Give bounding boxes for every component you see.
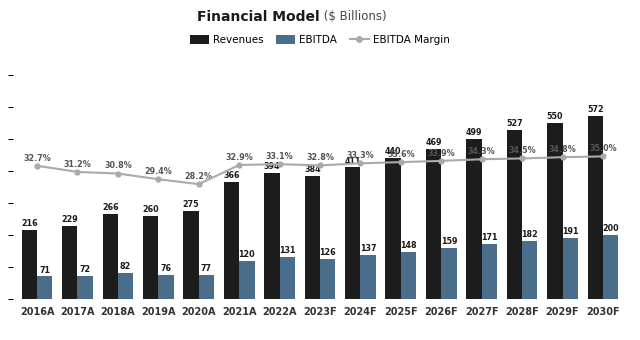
Text: 229: 229 xyxy=(61,215,78,224)
Text: 34.8%: 34.8% xyxy=(548,145,577,154)
Bar xyxy=(158,275,173,299)
Bar xyxy=(118,273,133,299)
Text: 266: 266 xyxy=(102,203,118,212)
Bar xyxy=(62,226,77,299)
Text: 126: 126 xyxy=(319,248,336,257)
Text: 33.3%: 33.3% xyxy=(347,151,374,160)
Bar xyxy=(239,261,255,299)
Text: 71: 71 xyxy=(39,266,50,274)
Text: 33.6%: 33.6% xyxy=(387,150,415,159)
Bar xyxy=(184,211,199,299)
Bar xyxy=(482,244,497,299)
Text: 32.7%: 32.7% xyxy=(23,154,51,163)
Text: 550: 550 xyxy=(547,112,563,121)
Text: 35.0%: 35.0% xyxy=(589,144,617,153)
Text: 30.8%: 30.8% xyxy=(104,161,132,170)
Bar xyxy=(345,167,360,299)
Text: 440: 440 xyxy=(385,147,401,156)
Text: 76: 76 xyxy=(161,264,172,273)
Bar xyxy=(37,276,52,299)
Bar xyxy=(426,149,441,299)
Text: 148: 148 xyxy=(400,241,417,250)
Text: 394: 394 xyxy=(264,162,280,171)
Bar xyxy=(320,259,335,299)
Bar xyxy=(563,238,578,299)
Text: 82: 82 xyxy=(120,262,131,271)
Text: 72: 72 xyxy=(79,265,91,274)
Bar xyxy=(22,230,37,299)
Bar xyxy=(77,276,93,299)
Text: 366: 366 xyxy=(223,171,240,180)
Bar xyxy=(401,252,416,299)
Text: 28.2%: 28.2% xyxy=(185,172,212,181)
Text: 34.5%: 34.5% xyxy=(508,146,536,155)
Bar xyxy=(224,182,239,299)
Text: 572: 572 xyxy=(587,105,604,114)
Text: 191: 191 xyxy=(562,227,579,236)
Text: 411: 411 xyxy=(344,156,361,166)
Bar xyxy=(588,116,603,299)
Bar xyxy=(199,274,214,299)
Bar xyxy=(305,176,320,299)
Text: 260: 260 xyxy=(142,205,159,214)
Bar xyxy=(385,158,401,299)
Text: 469: 469 xyxy=(426,138,442,147)
Text: 137: 137 xyxy=(360,244,376,253)
Bar xyxy=(507,130,522,299)
Text: 216: 216 xyxy=(21,219,38,228)
Bar xyxy=(547,123,563,299)
Text: 34.3%: 34.3% xyxy=(468,147,495,156)
Text: Financial Model: Financial Model xyxy=(197,10,320,24)
Text: 32.9%: 32.9% xyxy=(225,153,253,162)
Text: 29.4%: 29.4% xyxy=(145,167,172,176)
Text: 33.9%: 33.9% xyxy=(428,149,455,158)
Text: 182: 182 xyxy=(522,230,538,239)
Text: 33.1%: 33.1% xyxy=(266,152,293,161)
Text: 31.2%: 31.2% xyxy=(63,160,92,169)
Bar xyxy=(360,255,376,299)
Text: 32.8%: 32.8% xyxy=(306,153,334,162)
Text: 527: 527 xyxy=(506,119,523,128)
Text: 200: 200 xyxy=(602,224,619,233)
Text: ($ Billions): ($ Billions) xyxy=(320,10,387,23)
Text: 77: 77 xyxy=(201,264,212,273)
Text: 499: 499 xyxy=(466,128,483,137)
Bar xyxy=(603,235,618,299)
Bar xyxy=(441,248,456,299)
Bar xyxy=(143,216,158,299)
Legend: Revenues, EBITDA, EBITDA Margin: Revenues, EBITDA, EBITDA Margin xyxy=(186,31,454,49)
Text: 120: 120 xyxy=(239,250,255,259)
Bar xyxy=(467,139,482,299)
Text: 171: 171 xyxy=(481,234,498,242)
Text: 275: 275 xyxy=(183,200,200,209)
Bar xyxy=(264,173,280,299)
Text: 131: 131 xyxy=(279,246,296,255)
Text: 384: 384 xyxy=(304,165,321,174)
Bar xyxy=(280,257,295,299)
Bar xyxy=(522,241,538,299)
Bar xyxy=(102,214,118,299)
Text: 159: 159 xyxy=(441,237,457,246)
